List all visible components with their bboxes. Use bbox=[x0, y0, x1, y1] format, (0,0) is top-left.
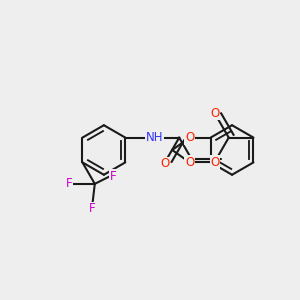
Text: O: O bbox=[210, 106, 219, 120]
Text: O: O bbox=[185, 131, 194, 144]
Text: F: F bbox=[65, 177, 72, 190]
Text: O: O bbox=[160, 157, 170, 170]
Text: O: O bbox=[210, 156, 219, 169]
Text: NH: NH bbox=[146, 131, 163, 144]
Text: F: F bbox=[110, 170, 117, 183]
Text: F: F bbox=[89, 202, 96, 215]
Text: O: O bbox=[185, 156, 194, 169]
